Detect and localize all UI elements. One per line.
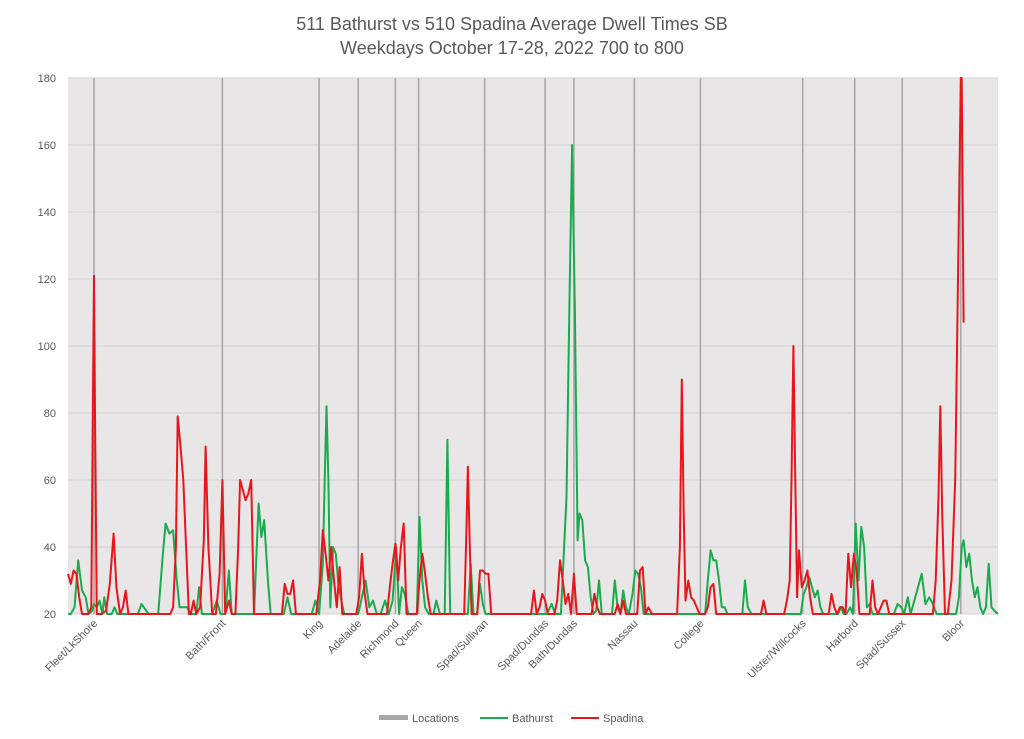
- location-label: Adelaide: [326, 618, 365, 657]
- legend-label-bathurst: Bathurst: [512, 713, 553, 725]
- location-label: Ulster/Willcocks: [745, 617, 809, 681]
- location-label: Bloor: [940, 617, 967, 644]
- location-label: Spad/Sussex: [854, 617, 909, 672]
- location-label: Bath/Front: [184, 618, 229, 663]
- x-axis: Fleet/LkShore Bath/Front King AdelaideRichm…: [43, 617, 967, 681]
- location-label: Harbord: [824, 618, 861, 655]
- location-label: King: [301, 618, 325, 642]
- legend-swatch-locations: [379, 715, 408, 720]
- series-lines: [67, 77, 999, 615]
- location-label: Fleet/LkShore: [43, 618, 100, 675]
- y-tick-label: 140: [38, 207, 56, 219]
- chart-title: 511 Bathurst vs 510 Spadina Average Dwel…: [296, 14, 728, 34]
- y-tick-label: 120: [38, 274, 56, 286]
- y-tick-label: 180: [38, 73, 56, 85]
- y-tick-label: 160: [38, 140, 56, 152]
- y-axis: 20 40 60 80 100 120 140 160 180: [38, 73, 56, 621]
- y-tick-label: 60: [44, 475, 56, 487]
- legend: Locations Bathurst Spadina: [379, 713, 644, 725]
- chart-subtitle: Weekdays October 17-28, 2022 700 to 800: [340, 38, 684, 58]
- y-tick-label: 40: [44, 542, 56, 554]
- location-label: Spad/Sullivan: [435, 618, 491, 674]
- legend-label-spadina: Spadina: [603, 713, 644, 725]
- y-tick-label: 20: [44, 609, 56, 621]
- y-tick-label: 100: [38, 341, 56, 353]
- location-label: Nassau: [606, 618, 641, 653]
- y-tick-label: 80: [44, 408, 56, 420]
- location-label: College: [672, 618, 707, 653]
- series-line-spadina: [67, 77, 965, 615]
- legend-label-locations: Locations: [412, 713, 460, 725]
